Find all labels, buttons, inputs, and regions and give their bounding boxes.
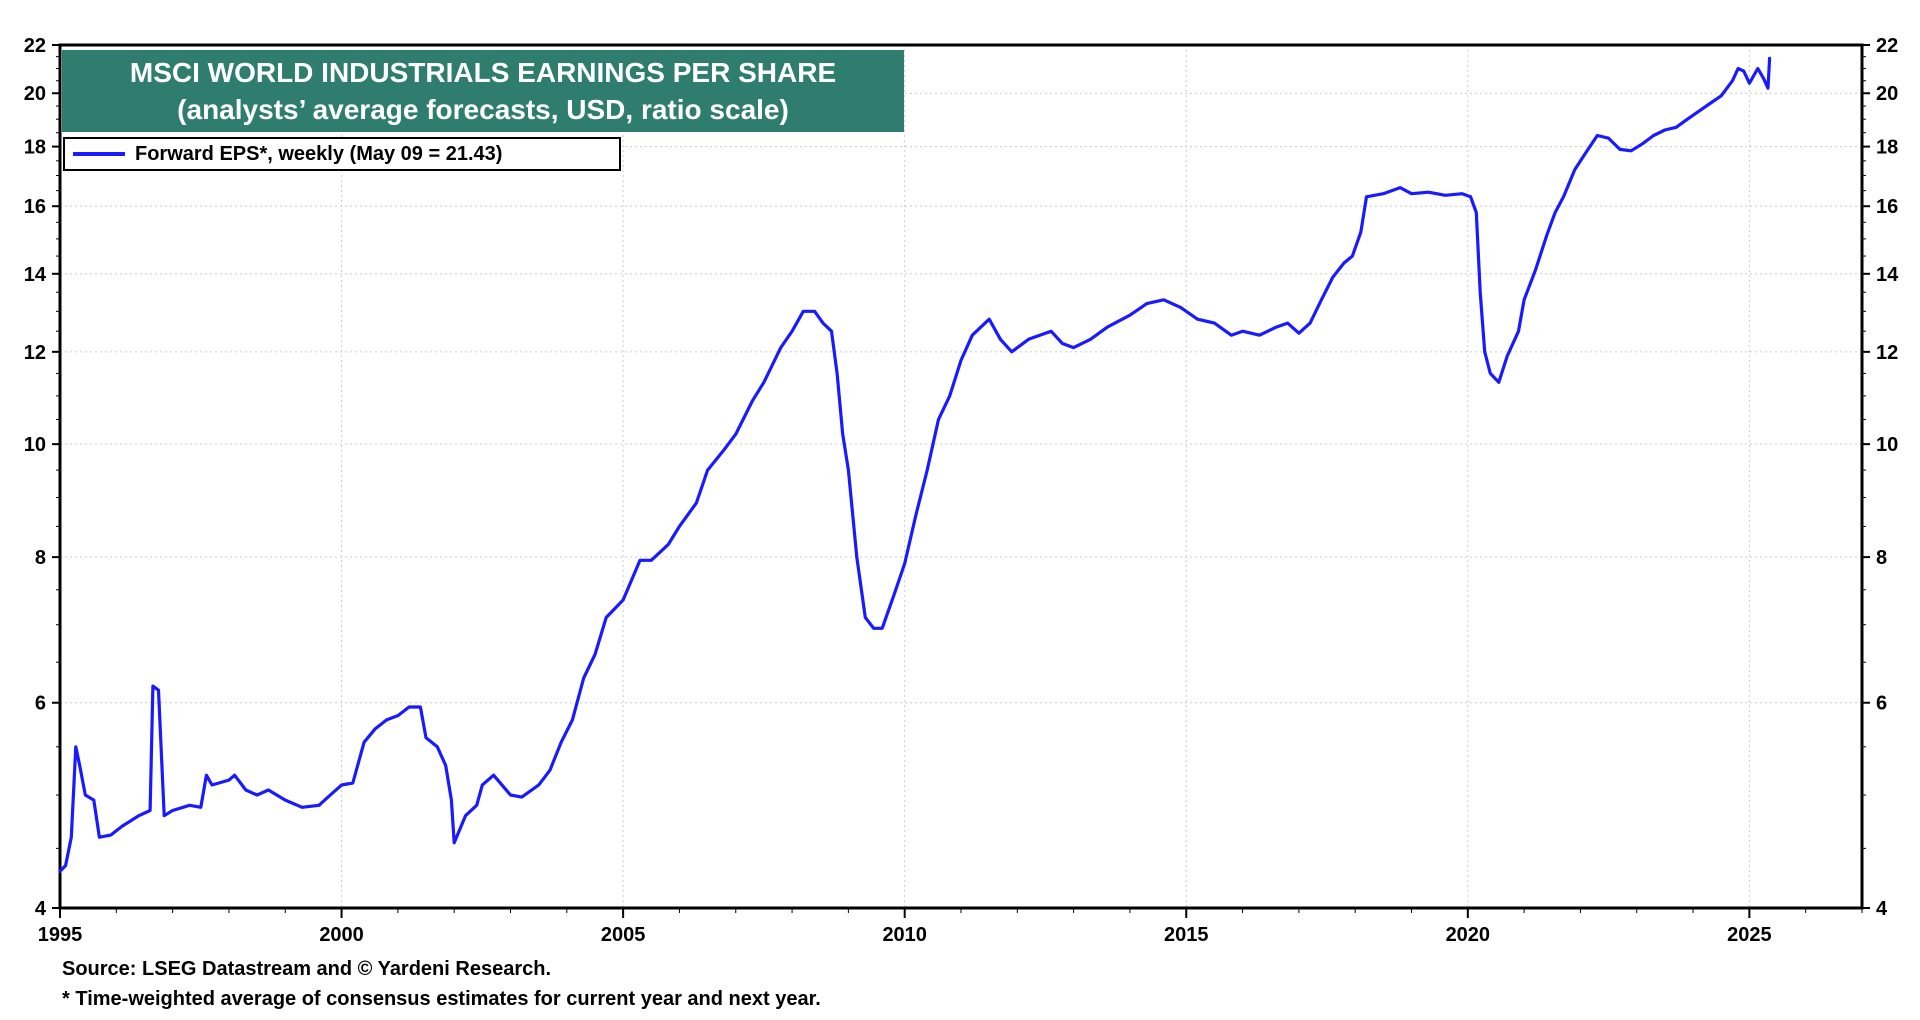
y-tick-label-left: 8	[35, 547, 46, 569]
chart-title-box: MSCI WORLD INDUSTRIALS EARNINGS PER SHAR…	[62, 50, 904, 132]
y-tick-label-right: 14	[1876, 264, 1899, 286]
legend-swatch	[73, 152, 125, 156]
y-tick-label-right: 22	[1876, 35, 1898, 57]
y-tick-label-right: 16	[1876, 196, 1898, 218]
x-tick-label: 2010	[882, 924, 927, 946]
x-tick-label: 1995	[38, 924, 83, 946]
series-line-forward-eps	[58, 56, 1772, 874]
x-tick-label: 2015	[1164, 924, 1209, 946]
legend-label: Forward EPS*, weekly (May 09 = 21.43)	[135, 142, 503, 165]
y-tick-label-right: 18	[1876, 137, 1898, 159]
x-tick-label: 2025	[1727, 924, 1772, 946]
y-tick-label-left: 14	[24, 264, 47, 286]
legend: Forward EPS*, weekly (May 09 = 21.43)	[63, 137, 621, 171]
y-tick-label-right: 12	[1876, 342, 1898, 364]
chart-title: MSCI WORLD INDUSTRIALS EARNINGS PER SHAR…	[129, 57, 837, 88]
plot-frame	[58, 43, 1864, 910]
series-layer	[58, 56, 1772, 874]
y-tick-label-left: 10	[24, 434, 46, 456]
chart-subtitle: (analysts’ average forecasts, USD, ratio…	[177, 94, 789, 125]
y-tick-label-left: 6	[35, 693, 46, 715]
y-tick-label-right: 10	[1876, 434, 1898, 456]
y-tick-label-right: 4	[1876, 898, 1888, 920]
x-tick-label: 2005	[601, 924, 646, 946]
source-note: Source: LSEG Datastream and © Yardeni Re…	[62, 958, 552, 980]
footnote: * Time-weighted average of consensus est…	[62, 988, 821, 1010]
y-tick-label-left: 12	[24, 342, 46, 364]
axis-ticks	[52, 44, 1870, 918]
y-tick-label-left: 4	[35, 898, 47, 920]
x-tick-label: 2000	[319, 924, 364, 946]
y-tick-label-left: 22	[24, 35, 46, 57]
gridlines	[60, 45, 1862, 908]
y-tick-label-right: 6	[1876, 693, 1887, 715]
x-tick-label: 2020	[1446, 924, 1491, 946]
y-tick-label-right: 8	[1876, 547, 1887, 569]
y-tick-label-left: 18	[24, 137, 46, 159]
y-tick-label-right: 20	[1876, 83, 1898, 105]
y-tick-label-left: 16	[24, 196, 46, 218]
y-tick-label-left: 20	[24, 83, 46, 105]
